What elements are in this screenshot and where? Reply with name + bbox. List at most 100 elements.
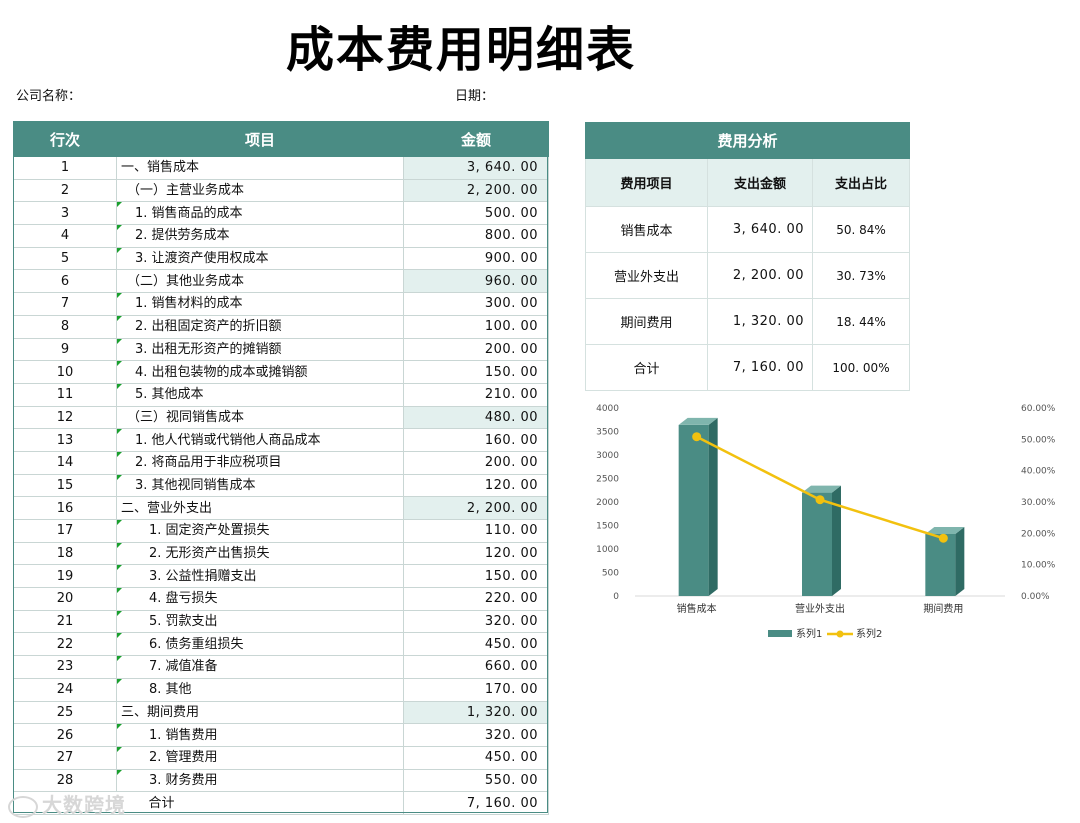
series2-point [938,533,948,543]
header-row-no: 行次 [13,121,117,157]
row-item: 一、销售成本 [116,156,404,180]
row-item: 4. 盘亏损失 [116,587,404,611]
row-item: 1. 销售材料的成本 [116,292,404,316]
right-axis-tick: 0.00% [1021,592,1050,602]
row-item: 4. 出租包装物的成本或摊销额 [116,360,404,384]
table-row: 13 1. 他人代销或代销他人商品成本 160. 00 [13,428,549,452]
bar-front [802,492,832,596]
expense-analysis-table: 费用分析 费用项目 支出金额 支出占比 销售成本 3, 640. 00 50. 84… [585,122,910,391]
table-row: 14 2. 将商品用于非应税项目 200. 00 [13,450,549,475]
row-item: 2. 无形资产出售损失 [116,541,404,566]
row-item: 1. 销售商品的成本 [116,201,404,226]
analysis-row: 营业外支出 2, 200. 00 30. 73% [585,252,910,299]
row-amount: 500. 00 [403,201,549,226]
table-row: 19 3. 公益性捐赠支出 150. 00 [13,564,549,589]
row-item: （二）其他业务成本 [116,269,404,294]
table-row: 22 6. 债务重组损失 450. 00 [13,632,549,657]
row-number: 13 [13,428,117,452]
row-amount: 200. 00 [403,337,549,362]
row-amount: 110. 00 [403,519,549,543]
row-item: （三）视同销售成本 [116,405,404,430]
row-number: 6 [13,269,117,294]
row-number: 3 [13,201,117,226]
total-amount: 7, 160. 00 [403,791,549,815]
row-number: 19 [13,564,117,589]
row-amount: 660. 00 [403,655,549,679]
header-amount: 金额 [403,121,549,157]
analysis-item: 营业外支出 [585,252,708,299]
row-item: 2. 提供劳务成本 [116,224,404,248]
left-axis-tick: 3000 [596,451,619,461]
table-row: 6 （二）其他业务成本 960. 00 [13,269,549,294]
analysis-pct: 100. 00% [812,344,910,391]
left-axis-tick: 1000 [596,545,619,555]
analysis-pct: 50. 84% [812,206,910,253]
table-row: 23 7. 减值准备 660. 00 [13,655,549,679]
table-row: 7 1. 销售材料的成本 300. 00 [13,292,549,316]
table-row: 9 3. 出租无形资产的摊销额 200. 00 [13,337,549,362]
row-amount: 170. 00 [403,677,549,702]
legend-label-series1: 系列1 [796,627,822,640]
watermark: 大数跨境 [8,789,126,818]
bar-top [802,485,841,493]
analysis-row: 期间费用 1, 320. 00 18. 44% [585,298,910,345]
row-item: 三、期间费用 [116,700,404,725]
bar-side [832,485,841,596]
series2-point [692,432,702,442]
bar-side [708,417,718,596]
row-amount: 320. 00 [403,723,549,747]
row-item: 1. 他人代销或代销他人商品成本 [116,428,404,452]
row-item: 2. 将商品用于非应税项目 [116,450,404,475]
total-row: 合计 7, 160. 00 [13,791,549,815]
row-number: 18 [13,541,117,566]
table-row: 2 （一）主营业务成本 2, 200. 00 [13,178,549,203]
analysis-amount: 7, 160. 00 [707,344,813,391]
table-row: 24 8. 其他 170. 00 [13,677,549,702]
right-axis-tick: 40.00% [1021,467,1056,477]
row-amount: 900. 00 [403,246,549,271]
row-item: 5. 其他成本 [116,382,404,407]
analysis-header-amount: 支出金额 [707,158,813,207]
row-amount: 300. 00 [403,292,549,316]
bar-top [678,417,718,425]
company-label: 公司名称： [16,89,82,104]
row-number: 10 [13,360,117,384]
row-number: 25 [13,700,117,725]
row-number: 24 [13,677,117,702]
row-amount: 550. 00 [403,768,549,793]
legend-label-series2: 系列2 [856,627,882,640]
right-axis-tick: 10.00% [1021,561,1056,571]
row-amount: 450. 00 [403,745,549,770]
table-row: 15 3. 其他视同销售成本 120. 00 [13,473,549,498]
table-row: 26 1. 销售费用 320. 00 [13,723,549,747]
analysis-header-pct: 支出占比 [812,158,910,207]
row-amount: 210. 00 [403,382,549,407]
row-item: 3. 财务费用 [116,768,404,793]
row-amount: 150. 00 [403,360,549,384]
left-axis-tick: 2000 [596,498,619,508]
analysis-pct: 30. 73% [812,252,910,299]
right-axis-tick: 60.00% [1021,404,1056,414]
category-label: 销售成本 [677,602,717,615]
category-label: 营业外支出 [795,602,845,615]
table-row: 27 2. 管理费用 450. 00 [13,745,549,770]
legend-swatch-series1 [768,630,792,637]
row-item: 1. 销售费用 [116,723,404,747]
row-item: 3. 其他视同销售成本 [116,473,404,498]
left-axis-tick: 500 [602,569,619,579]
watermark-logo-icon [8,795,38,818]
left-axis-tick: 4000 [596,404,619,414]
row-amount: 450. 00 [403,632,549,657]
table-row: 20 4. 盘亏损失 220. 00 [13,587,549,611]
cost-detail-table: 行次 项目 金额 1 一、销售成本 3, 640. 00 2 （一）主营业务成本 2, 2… [13,121,549,815]
row-item: 1. 固定资产处置损失 [116,519,404,543]
row-item: 2. 管理费用 [116,745,404,770]
row-item: 8. 其他 [116,677,404,702]
expense-chart: 0 500 1000 1500 2000 2500 3000 3500 4000 0.00% 10.… [596,404,1056,640]
row-amount: 480. 00 [403,405,549,430]
row-item: 3. 出租无形资产的摊销额 [116,337,404,362]
analysis-row: 合计 7, 160. 00 100. 00% [585,344,910,391]
row-number: 23 [13,655,117,679]
row-number: 14 [13,450,117,475]
table-row: 21 5. 罚款支出 320. 00 [13,609,549,634]
